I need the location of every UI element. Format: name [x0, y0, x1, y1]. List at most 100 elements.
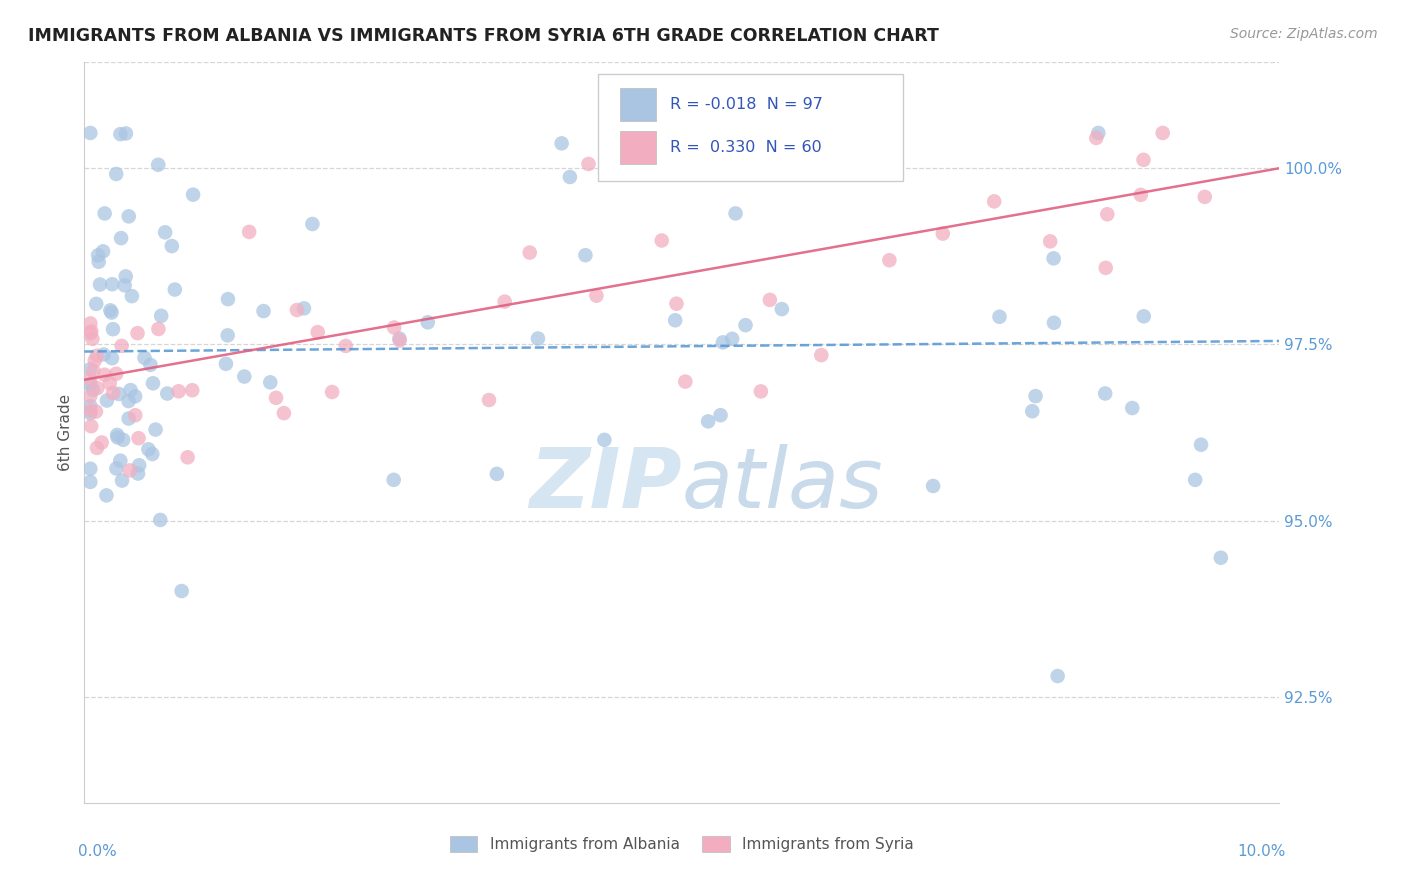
Point: [79, 372, 101, 386]
Point: [697, 414, 720, 428]
Point: [181, 383, 204, 397]
Point: [664, 313, 686, 327]
Point: [558, 169, 581, 184]
Point: [139, 358, 162, 372]
Point: [124, 409, 146, 423]
Point: [734, 318, 756, 333]
Y-axis label: 6th Grade: 6th Grade: [58, 394, 73, 471]
Point: [82, 364, 104, 378]
Point: [80, 325, 103, 339]
Point: [252, 304, 274, 318]
Point: [879, 253, 901, 268]
Point: [550, 136, 572, 151]
Point: [651, 234, 673, 248]
Point: [1021, 404, 1043, 418]
Point: [115, 127, 138, 141]
Point: [922, 479, 945, 493]
Point: [1025, 389, 1047, 403]
Point: [1094, 386, 1116, 401]
Point: [83, 353, 105, 368]
Point: [86, 381, 108, 395]
Point: [176, 450, 198, 465]
Point: [101, 322, 124, 336]
Point: [1087, 126, 1109, 140]
Point: [100, 305, 122, 319]
Point: [170, 584, 193, 599]
Point: [96, 488, 118, 502]
Point: [721, 332, 744, 346]
Point: [86, 441, 108, 455]
Point: [93, 368, 115, 382]
Point: [285, 303, 308, 318]
Point: [101, 351, 124, 366]
Point: [759, 293, 782, 307]
Point: [1194, 190, 1216, 204]
Point: [105, 167, 128, 181]
Point: [127, 467, 149, 481]
Point: [382, 320, 405, 334]
Point: [1042, 252, 1064, 266]
Point: [105, 461, 128, 475]
Point: [114, 269, 136, 284]
Point: [79, 389, 101, 403]
Point: [810, 348, 832, 362]
Point: [273, 406, 295, 420]
Point: [1121, 401, 1143, 415]
Point: [988, 310, 1011, 324]
Point: [1132, 310, 1154, 324]
Point: [79, 403, 101, 417]
Point: [91, 244, 114, 259]
Point: [181, 187, 204, 202]
Point: [382, 473, 405, 487]
Point: [156, 386, 179, 401]
FancyBboxPatch shape: [620, 88, 655, 121]
Point: [79, 326, 101, 341]
Point: [1043, 316, 1066, 330]
Point: [478, 392, 501, 407]
Point: [89, 277, 111, 292]
Point: [79, 399, 101, 413]
Point: [117, 411, 139, 425]
Point: [167, 384, 190, 399]
Legend: Immigrants from Albania, Immigrants from Syria: Immigrants from Albania, Immigrants from…: [444, 830, 920, 858]
Point: [416, 315, 439, 329]
Point: [79, 317, 101, 331]
Point: [112, 433, 135, 447]
Point: [217, 328, 239, 343]
Point: [82, 332, 104, 346]
Point: [84, 297, 107, 311]
Point: [128, 431, 150, 445]
Point: [108, 387, 131, 401]
Text: IMMIGRANTS FROM ALBANIA VS IMMIGRANTS FROM SYRIA 6TH GRADE CORRELATION CHART: IMMIGRANTS FROM ALBANIA VS IMMIGRANTS FR…: [28, 27, 939, 45]
Point: [585, 288, 607, 302]
Point: [307, 325, 329, 339]
Point: [778, 162, 800, 177]
Point: [124, 389, 146, 403]
Point: [150, 309, 173, 323]
Point: [215, 357, 238, 371]
Point: [110, 453, 132, 467]
Point: [485, 467, 508, 481]
Point: [593, 433, 616, 447]
Point: [101, 277, 124, 292]
Point: [82, 383, 104, 397]
Point: [100, 303, 122, 318]
Point: [983, 194, 1005, 209]
Point: [264, 391, 287, 405]
Point: [79, 461, 101, 475]
Point: [770, 302, 793, 317]
Point: [111, 474, 134, 488]
Point: [578, 157, 600, 171]
Point: [93, 347, 115, 361]
Point: [79, 362, 101, 376]
Point: [107, 430, 129, 444]
Point: [149, 513, 172, 527]
FancyBboxPatch shape: [620, 131, 655, 164]
Point: [673, 375, 696, 389]
Point: [259, 376, 281, 390]
Point: [145, 423, 167, 437]
Text: 10.0%: 10.0%: [1237, 844, 1285, 858]
Point: [932, 227, 955, 241]
Point: [79, 126, 101, 140]
Point: [142, 376, 165, 391]
